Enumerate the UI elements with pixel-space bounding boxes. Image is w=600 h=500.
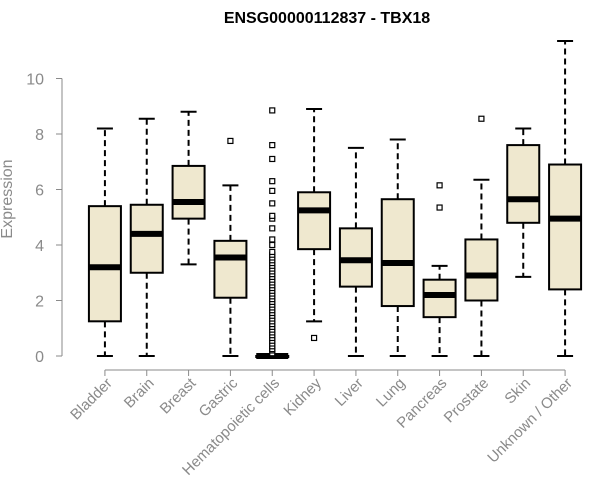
box-group-skin [506, 127, 541, 278]
outlier-point-kidney-0 [310, 334, 318, 342]
x-tick-label-lung: Lung [373, 375, 409, 411]
outlier-point-prostate-0 [478, 115, 485, 122]
x-tick-label-prostate: Prostate [441, 375, 493, 427]
box-prostate [464, 238, 499, 302]
box-kidney [297, 191, 332, 251]
x-tick-label-liver: Liver [332, 375, 367, 410]
box-pancreas [422, 278, 457, 319]
y-tick-label-6: 6 [35, 183, 44, 200]
box-bladder [87, 205, 122, 323]
y-axis-label: Expression [0, 159, 16, 238]
x-tick-label-bladder: Bladder [67, 375, 116, 424]
x-tick-label-kidney: Kidney [280, 374, 325, 419]
outlier-point-hematopoietic-cells-38 [269, 241, 276, 249]
y-tick-label-8: 8 [35, 127, 44, 144]
x-tick-label-brain: Brain [121, 375, 158, 412]
outlier-point-pancreas-0 [436, 204, 443, 211]
box-group-lung [380, 138, 415, 357]
box-group-pancreas [422, 182, 457, 357]
outlier-point-gastric-0 [227, 137, 234, 145]
outlier-point-hematopoietic-cells-47 [269, 142, 276, 149]
outlier-point-hematopoietic-cells-44 [269, 187, 276, 194]
outlier-point-hematopoietic-cells-37 [269, 248, 276, 256]
box-group-brain [129, 117, 164, 357]
outlier-point-hematopoietic-cells-48 [269, 107, 276, 114]
outlier-point-hematopoietic-cells-43 [269, 200, 276, 207]
box-group-bladder [87, 127, 122, 357]
outlier-point-hematopoietic-cells-42 [269, 212, 276, 219]
box-group-prostate [464, 115, 499, 357]
outlier-point-hematopoietic-cells-39 [269, 236, 276, 243]
box-group-kidney [297, 108, 332, 342]
outlier-point-hematopoietic-cells-40 [269, 225, 276, 232]
box-brain [129, 203, 164, 274]
x-tick-label-skin: Skin [501, 375, 534, 408]
chart-title: ENSG00000112837 - TBX18 [224, 10, 430, 27]
box-group-breast [171, 110, 206, 266]
outlier-point-pancreas-1 [436, 182, 443, 189]
y-tick-label-2: 2 [35, 294, 44, 311]
y-tick-label-10: 10 [26, 72, 44, 89]
box-group-hematopoietic-cells [255, 107, 290, 359]
box-group-liver [338, 146, 373, 357]
y-tick-label-0: 0 [35, 349, 44, 366]
x-tick-label-breast: Breast [157, 374, 200, 417]
box-breast [171, 164, 206, 220]
outlier-point-hematopoietic-cells-46 [269, 155, 276, 163]
box-group-gastric [213, 137, 248, 357]
outlier-point-hematopoietic-cells-45 [269, 178, 276, 185]
box-skin [506, 144, 541, 224]
box-gastric [213, 239, 248, 299]
box-lung [380, 198, 415, 308]
box-unknown-other [548, 163, 583, 291]
box-group-unknown-other [548, 40, 583, 357]
y-tick-label-4: 4 [35, 238, 44, 255]
boxes-layer [87, 40, 583, 359]
